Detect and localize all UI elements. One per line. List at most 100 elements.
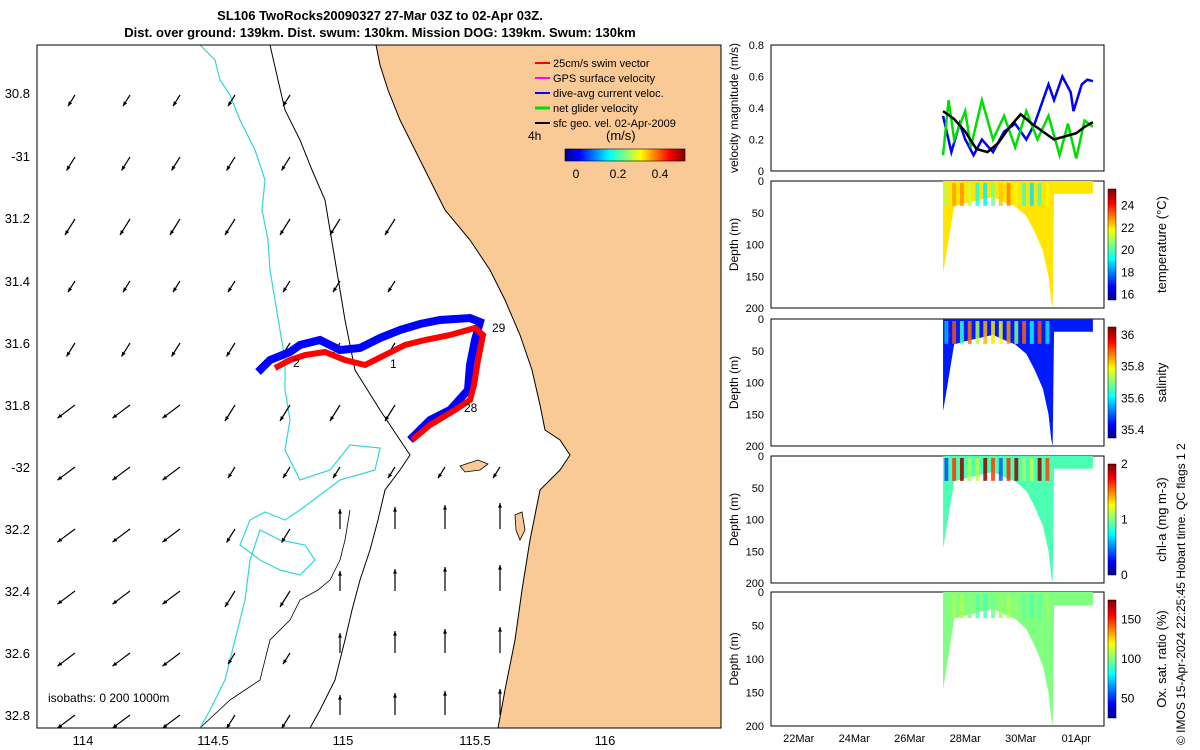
section-surface-band	[1006, 183, 1011, 206]
y-axis-label: Depth (m)	[727, 632, 741, 685]
section-colorbar	[1107, 599, 1117, 719]
panel-frame	[770, 44, 1105, 172]
sfc-velocity-arrowhead	[226, 537, 231, 543]
lat-tick-label: 31.6	[5, 336, 30, 351]
sfc-velocity-arrowhead	[121, 165, 126, 171]
y-axis-label: Depth (m)	[727, 218, 741, 271]
section-fill	[943, 592, 1093, 726]
sfc-velocity-arrowhead	[280, 416, 285, 421]
time-tick-label: 22Mar	[783, 733, 815, 745]
sfc-velocity-arrowhead	[57, 413, 63, 419]
sfc-velocity-arrowhead	[283, 101, 288, 107]
panel-frame	[770, 455, 1105, 584]
sfc-velocity-arrowhead	[280, 602, 285, 607]
section-colorbar	[1107, 326, 1117, 439]
velocity-series-line	[941, 73, 1094, 158]
sfc-velocity-arrowhead	[443, 629, 447, 634]
colorbar-tick-label: 20	[1121, 243, 1135, 257]
sfc-velocity-arrowhead	[281, 537, 286, 543]
land-area	[376, 45, 721, 728]
section-surface-band	[1014, 594, 1019, 619]
sfc-velocity-arrowhead	[393, 693, 397, 698]
map-title-line2: Dist. over ground: 139km. Dist. swum: 13…	[124, 25, 636, 40]
sfc-velocity-arrowhead	[57, 723, 63, 728]
lat-tick-label: 32.8	[5, 708, 30, 723]
track-label-2: 2	[293, 356, 300, 370]
legend-item-dive: dive-avg current veloc.	[553, 88, 664, 100]
velocity-series-line	[942, 110, 1094, 154]
sfc-velocity-arrows	[57, 94, 502, 728]
time-tick-label: 24Mar	[839, 733, 871, 745]
sfc-velocity-arrowhead	[283, 659, 288, 665]
lat-tick-label: 31.4	[5, 274, 30, 289]
section-surface-band	[967, 458, 972, 481]
y-axis-label: Depth (m)	[727, 493, 741, 546]
section-colorbar	[1107, 463, 1117, 576]
sfc-velocity-arrowhead	[283, 473, 288, 479]
lon-tick-label: 114	[73, 733, 94, 748]
colorbar-label: salinity	[1154, 362, 1169, 402]
section-fill	[943, 456, 1093, 583]
section-surface-band	[975, 183, 980, 206]
section-surface-band	[998, 458, 1003, 481]
sfc-velocity-arrowhead	[338, 633, 342, 638]
sfc-velocity-arrowhead	[228, 287, 233, 293]
section-surface-band	[1029, 183, 1034, 206]
sfc-velocity-arrowhead	[281, 723, 286, 728]
y-tick-label: 200	[746, 578, 764, 590]
panel-0: 0 0.2 0.4 0.6 0.8 velocity magnitude (m/s)	[727, 40, 1105, 178]
section-surface-band	[1045, 458, 1050, 481]
sfc-velocity-arrowhead	[338, 571, 342, 576]
track-label-1: 1	[390, 357, 397, 371]
sfc-velocity-arrowhead	[112, 475, 118, 481]
section-surface-band	[991, 594, 995, 619]
section-surface-band	[1006, 321, 1011, 344]
sfc-velocity-arrowhead	[66, 165, 71, 171]
sfc-velocity-arrowhead	[162, 537, 168, 543]
section-surface-band	[1029, 594, 1034, 619]
sfc-velocity-arrowhead	[171, 351, 176, 357]
lat-axis: 30.8 -31 31.2 31.4 31.6 31.8 -32 32.2 32…	[5, 86, 30, 723]
sfc-velocity-arrowhead	[57, 599, 63, 605]
sfc-velocity-arrowhead	[333, 287, 338, 293]
sfc-velocity-arrowhead	[112, 723, 118, 728]
sfc-velocity-arrowhead	[228, 473, 233, 479]
section-fill	[943, 319, 1093, 446]
section-surface-band	[975, 321, 980, 344]
y-axis-label: Depth (m)	[727, 356, 741, 409]
glider-track-red	[273, 324, 487, 443]
colorbar-tick-label: 0.2	[610, 167, 627, 181]
sfc-velocity-arrowhead	[121, 351, 126, 357]
panel-frame	[770, 318, 1105, 447]
map-legend: 25cm/s swim vector GPS surface velocity …	[528, 58, 676, 143]
sfc-velocity-arrowhead	[68, 287, 73, 293]
sfc-velocity-arrowhead	[338, 509, 342, 514]
section-surface-band	[1014, 458, 1019, 481]
sfc-velocity-arrowhead	[388, 473, 393, 479]
isobath-inner	[199, 509, 351, 728]
sfc-velocity-arrowhead	[438, 473, 443, 479]
section-surface-band	[944, 594, 949, 619]
sfc-velocity-arrowhead	[498, 565, 502, 570]
section-surface-band	[975, 594, 980, 619]
colorbar-tick-label: 35.4	[1121, 423, 1145, 437]
lon-tick-label: 116	[595, 733, 616, 748]
panel-3: 0 50 100 150 200 Depth (m) 0 1 2 chl-a (mg m-3)	[727, 451, 1169, 590]
section-surface-band	[1022, 183, 1027, 206]
section-surface-band	[1022, 458, 1027, 481]
sfc-velocity-arrowhead	[57, 475, 63, 481]
section-colorbar	[1107, 188, 1117, 301]
section-surface-band	[959, 183, 964, 206]
section-surface-band	[944, 183, 949, 206]
sfc-velocity-arrowhead	[123, 101, 128, 107]
panel-4: 0 50 100 150 200 Depth (m) 50 100 150 Ox. sat. ra…	[727, 587, 1169, 733]
colorbar-tick-label: 150	[1121, 613, 1141, 627]
map-frame	[36, 44, 722, 729]
rottnest-island	[459, 459, 489, 473]
section-surface-band	[983, 458, 988, 481]
section-surface-band	[991, 458, 995, 481]
track-label-29: 29	[492, 321, 506, 335]
sfc-velocity-arrowhead	[385, 230, 390, 235]
time-tick-label: 26Mar	[894, 733, 926, 745]
